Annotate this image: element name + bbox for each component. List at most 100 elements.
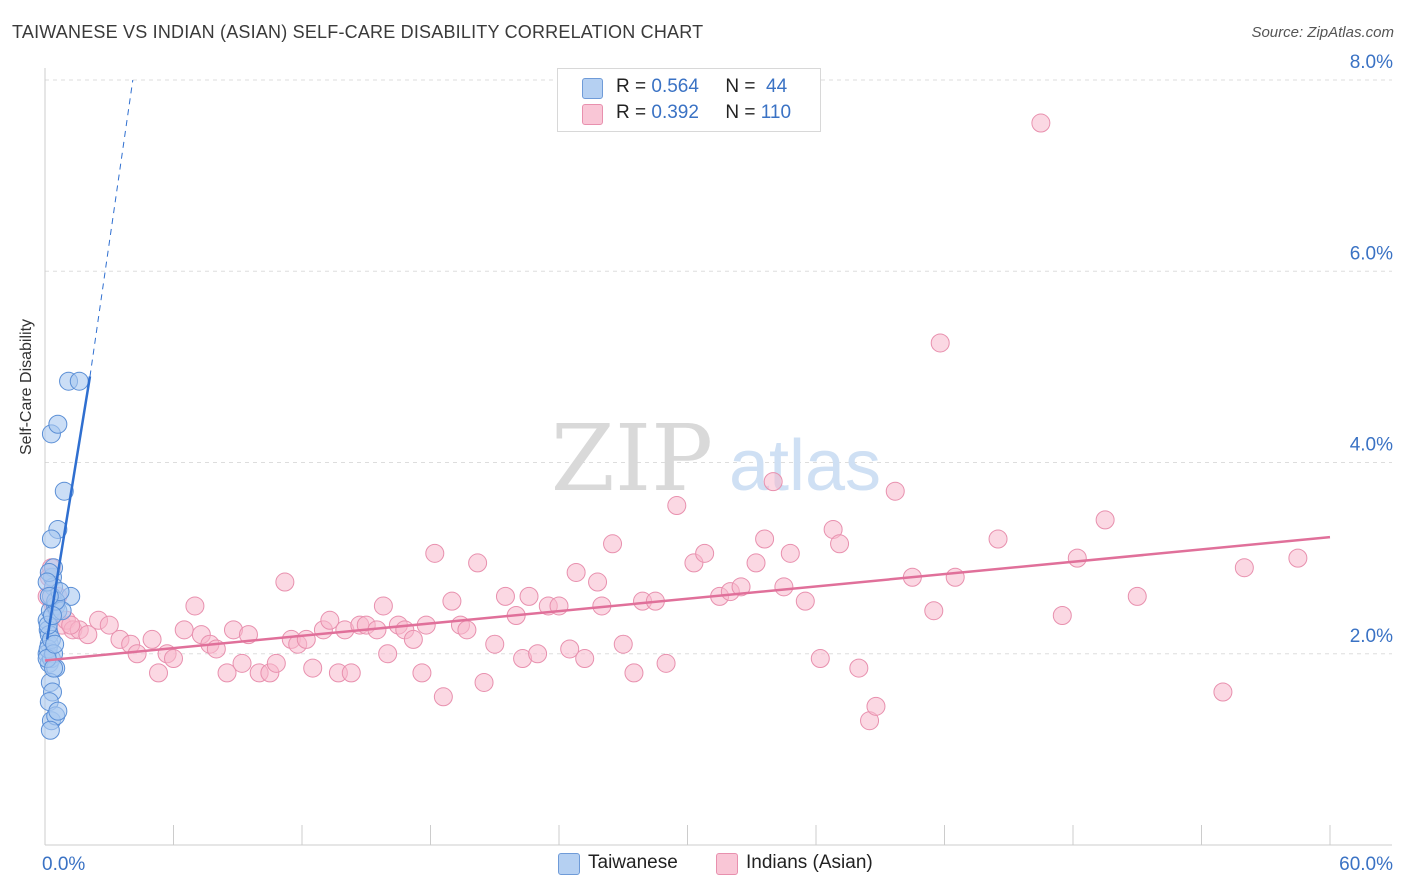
point-indian-asian [566, 562, 586, 582]
point-indian-asian [127, 644, 147, 664]
point-indian-asian [61, 615, 81, 635]
point-indian-asian [412, 663, 432, 683]
legend: R = 0.564 N = 44 R = 0.392 N = 110 [557, 68, 821, 132]
point-indian-asian [560, 639, 580, 659]
legend-swatch-taiwanese [582, 78, 603, 99]
trend-line-taiwanese-extension [89, 79, 134, 377]
point-indian-asian [320, 610, 340, 630]
point-indian-asian [99, 615, 119, 635]
legend-n-value: 44 [766, 76, 788, 97]
point-taiwanese [40, 720, 60, 740]
point-indian-asian [232, 653, 252, 673]
point-indian-asian [519, 586, 539, 606]
point-indian-asian [774, 577, 794, 597]
trend-lines [44, 79, 1331, 662]
trend-line-taiwanese [45, 376, 92, 640]
point-indian-asian [988, 529, 1008, 549]
chart-title: TAIWANESE VS INDIAN (ASIAN) SELF-CARE DI… [12, 22, 704, 42]
point-indian-asian [667, 496, 687, 516]
watermark: ZIP atlas [551, 405, 881, 512]
point-indian-asian [474, 672, 494, 692]
point-indian-asian [341, 663, 361, 683]
point-indian-asian [217, 663, 237, 683]
point-indian-asian [378, 644, 398, 664]
point-indian-asian [1288, 548, 1308, 568]
legend-n-label: N = [725, 102, 756, 123]
y-tick-label: 6.0% [1350, 243, 1393, 264]
point-indian-asian [457, 620, 477, 640]
point-indian-asian [275, 572, 295, 592]
bottom-legend-swatch-indian [716, 853, 738, 875]
point-taiwanese [54, 481, 74, 501]
legend-r-label: R = [616, 76, 647, 97]
point-indian-asian [575, 649, 595, 669]
legend-n-label: N = [725, 76, 756, 97]
point-indian-asian [763, 472, 783, 492]
bottom-legend-swatch-taiwanese [558, 853, 580, 875]
point-indian-asian [296, 629, 316, 649]
point-indian-asian [1031, 113, 1051, 133]
point-indian-asian [810, 649, 830, 669]
point-indian-asian [528, 644, 548, 664]
point-indian-asian [1095, 510, 1115, 530]
point-indian-asian [613, 634, 633, 654]
watermark-atlas: atlas [729, 426, 881, 506]
point-indian-asian [1234, 558, 1254, 578]
point-indian-asian [656, 653, 676, 673]
point-indian-asian [442, 591, 462, 611]
point-indian-asian [731, 577, 751, 597]
point-taiwanese [48, 701, 68, 721]
y-tick-label: 8.0% [1350, 52, 1393, 73]
y-tick-label: 4.0% [1350, 435, 1393, 456]
watermark-zip: ZIP [551, 405, 713, 512]
source-credit: Source: ZipAtlas.com [1251, 24, 1394, 41]
point-indian-asian [624, 663, 644, 683]
bottom-legend-label: Taiwanese [588, 852, 678, 873]
point-taiwanese [41, 529, 61, 549]
point-indian-asian [830, 534, 850, 554]
axes [44, 68, 1392, 846]
point-indian-asian [755, 529, 775, 549]
tick-labels: 2.0% 4.0% 6.0% 8.0% 0.0% 60.0% [42, 52, 1393, 875]
point-indian-asian [945, 567, 965, 587]
point-indian-asian [1067, 548, 1087, 568]
point-indian-asian [433, 687, 453, 707]
point-indian-asian [425, 543, 445, 563]
series-taiwanese [37, 371, 89, 740]
point-indian-asian [164, 649, 183, 669]
legend-swatch-indian [582, 104, 603, 125]
point-indian-asian [588, 572, 608, 592]
point-indian-asian [174, 620, 194, 640]
point-indian-asian [1052, 606, 1072, 625]
point-indian-asian [495, 586, 515, 606]
legend-r-value: 0.564 [651, 76, 699, 97]
point-indian-asian [885, 481, 905, 501]
point-indian-asian [485, 634, 505, 654]
grid-lines [45, 79, 1392, 655]
legend-r-label: R = [616, 102, 647, 123]
point-indian-asian [142, 629, 162, 649]
point-indian-asian [149, 663, 169, 683]
point-taiwanese [48, 414, 68, 434]
point-taiwanese [69, 371, 89, 391]
point-indian-asian [185, 596, 205, 616]
point-indian-asian [238, 625, 258, 645]
point-taiwanese [45, 634, 65, 654]
x-tick-label: 60.0% [1339, 854, 1393, 875]
point-indian-asian [849, 658, 869, 678]
point-indian-asian [403, 629, 423, 649]
point-indian-asian [1213, 682, 1233, 702]
point-indian-asian [746, 553, 766, 573]
y-tick-label: 2.0% [1350, 626, 1393, 647]
point-indian-asian [603, 534, 623, 554]
point-indian-asian [866, 696, 886, 716]
point-indian-asian [795, 591, 815, 611]
bottom-legend-label: Indians (Asian) [746, 852, 873, 873]
point-indian-asian [780, 543, 800, 563]
point-indian-asian [1127, 586, 1147, 606]
point-indian-asian [924, 601, 944, 621]
point-indian-asian [266, 653, 286, 673]
point-indian-asian [695, 543, 715, 563]
point-indian-asian [930, 333, 950, 353]
